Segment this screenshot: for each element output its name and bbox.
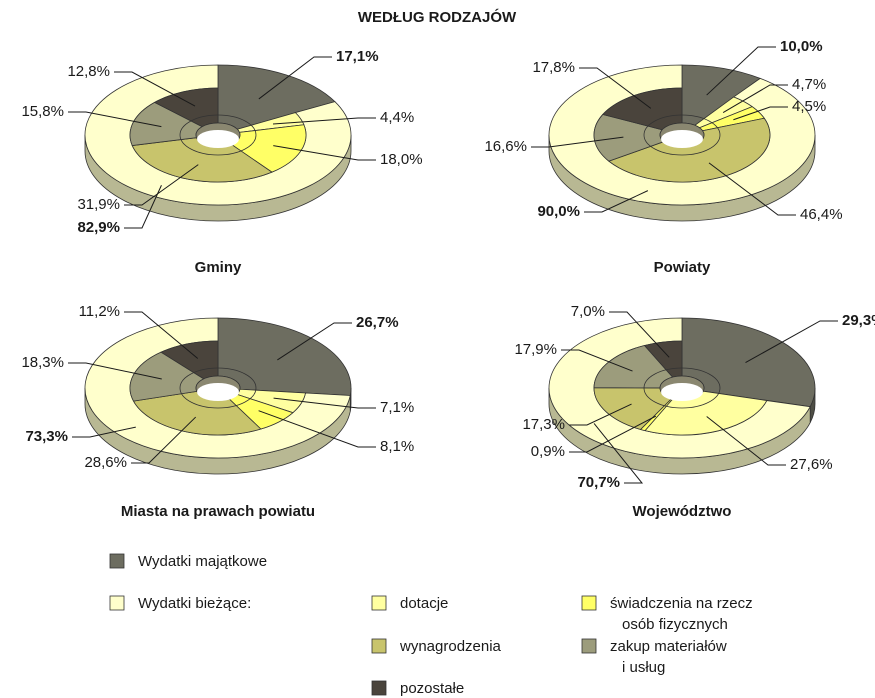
- value-label: 11,2%: [79, 303, 120, 320]
- legend-swatch: [371, 595, 387, 611]
- value-label: 46,4%: [800, 206, 843, 223]
- hole: [197, 130, 239, 148]
- leader-line: [68, 111, 162, 128]
- leader-line: [584, 190, 649, 213]
- leader-line: [593, 423, 644, 484]
- legend-swatch: [371, 680, 387, 696]
- legend-label: świadczenia na rzecz: [610, 595, 753, 612]
- value-label: 4,7%: [792, 76, 826, 93]
- legend-label: osób fizycznych: [622, 616, 728, 633]
- leader-line: [708, 162, 796, 216]
- legend-swatch: [581, 595, 597, 611]
- value-label: 18,3%: [21, 354, 64, 371]
- legend-label: dotacje: [400, 595, 448, 612]
- value-label: 29,3%: [842, 312, 875, 329]
- leader-line: [272, 117, 376, 125]
- value-label: 26,7%: [356, 314, 399, 331]
- leader-line: [609, 311, 670, 358]
- leader-line: [579, 67, 652, 109]
- leader-line: [561, 349, 633, 372]
- leader-line: [124, 311, 199, 359]
- value-label: 90,0%: [537, 203, 580, 220]
- leader-line: [124, 185, 162, 229]
- legend-swatch: [371, 638, 387, 654]
- leader-line: [273, 145, 376, 161]
- leader-line: [72, 426, 136, 438]
- value-label: 4,4%: [380, 109, 414, 126]
- leader-line: [745, 320, 838, 364]
- legend-label: i usług: [622, 659, 665, 676]
- legend-label: pozostałe: [400, 680, 464, 697]
- value-label: 28,6%: [84, 454, 127, 471]
- hole: [197, 383, 239, 401]
- leader-line: [258, 410, 376, 448]
- value-label: 27,6%: [790, 456, 833, 473]
- legend-swatch: [581, 638, 597, 654]
- legend-label: wynagrodzenia: [399, 638, 502, 655]
- legend-label: Wydatki majątkowe: [138, 553, 267, 570]
- value-label: 16,6%: [484, 138, 527, 155]
- leader-line: [131, 416, 197, 464]
- leader-line: [277, 322, 352, 361]
- hole: [661, 383, 703, 401]
- leader-line: [706, 416, 786, 466]
- value-label: 18,0%: [380, 151, 423, 168]
- leader-line: [124, 164, 199, 206]
- chart-title: Powiaty: [654, 259, 711, 276]
- value-label: 17,8%: [532, 59, 575, 76]
- chart-title: Województwo: [633, 503, 732, 520]
- leader-line: [706, 46, 776, 96]
- value-label: 12,8%: [67, 63, 110, 80]
- leader-line: [733, 106, 788, 121]
- chart-title: Miasta na prawach powiatu: [121, 503, 315, 520]
- chart-title: Gminy: [195, 259, 242, 276]
- legend-label: Wydatki bieżące:: [138, 595, 251, 612]
- leader-line: [258, 56, 332, 100]
- leader-line: [68, 362, 162, 380]
- value-label: 10,0%: [780, 38, 823, 55]
- hole-collar: [179, 114, 257, 156]
- leader-line: [531, 136, 624, 148]
- value-label: 73,3%: [25, 428, 68, 445]
- value-label: 82,9%: [77, 219, 120, 236]
- hole-collar: [179, 367, 257, 409]
- leader-line: [722, 84, 788, 114]
- leader-line: [569, 415, 657, 453]
- legend-swatch: [109, 595, 125, 611]
- legend-label: zakup materiałów: [610, 638, 727, 655]
- value-label: 17,3%: [522, 416, 565, 433]
- value-label: 7,1%: [380, 399, 414, 416]
- value-label: 17,9%: [514, 341, 557, 358]
- hole-collar: [643, 114, 721, 156]
- leader-line: [114, 71, 196, 107]
- leader-line: [273, 397, 376, 409]
- value-label: 17,1%: [336, 48, 379, 65]
- hole: [661, 130, 703, 148]
- value-label: 7,0%: [571, 303, 605, 320]
- value-label: 4,5%: [792, 98, 826, 115]
- value-label: 70,7%: [577, 474, 620, 491]
- hole-collar: [643, 367, 721, 409]
- value-label: 8,1%: [380, 438, 414, 455]
- leader-line: [569, 403, 632, 426]
- value-label: 31,9%: [77, 196, 120, 213]
- value-label: 0,9%: [531, 443, 565, 460]
- legend-swatch: [109, 553, 125, 569]
- page-title: WEDŁUG RODZAJÓW: [358, 8, 517, 26]
- value-label: 15,8%: [21, 103, 64, 120]
